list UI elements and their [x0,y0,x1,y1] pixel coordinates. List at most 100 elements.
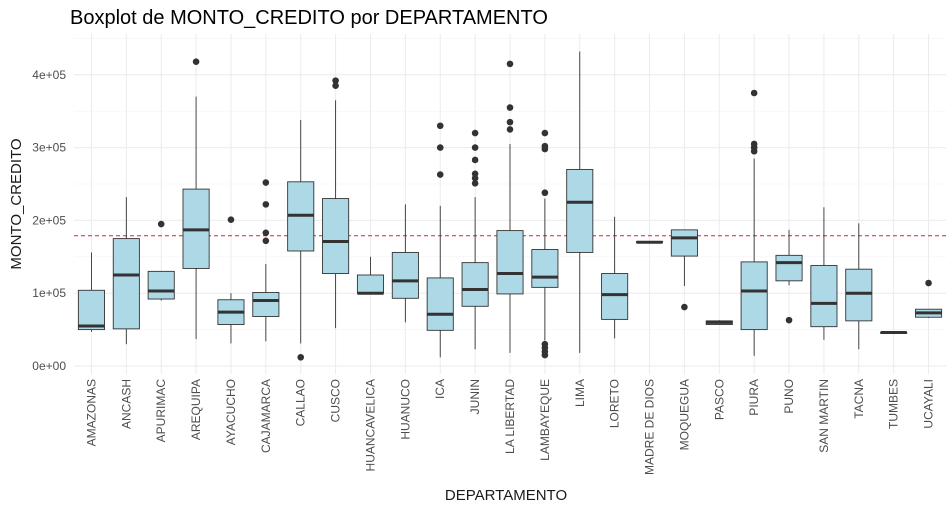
outlier-point [436,122,444,130]
box-san-martin [810,207,838,340]
box-puno [775,229,803,324]
x-tick-label: AYACUCHO [224,379,238,445]
box-piura [740,89,768,356]
box-pasco [705,320,733,325]
box-body [845,268,873,322]
outlier-point [541,129,549,137]
outlier-point [541,340,549,348]
box-body [461,262,489,307]
box-lima [566,51,594,353]
y-tick-label: 1e+05 [32,286,66,300]
outlier-point [262,229,270,237]
box-body [112,238,140,330]
box-callao [287,119,315,361]
y-tick-label: 4e+05 [32,68,66,82]
outlier-point [471,170,479,178]
x-axis-title: DEPARTAMENTO [445,487,567,504]
box-ancash [112,197,140,345]
outlier-point [506,60,514,68]
outlier-point [785,316,793,324]
chart-title: Boxplot de MONTO_CREDITO por DEPARTAMENT… [70,7,548,29]
outlier-point [471,144,479,151]
x-tick-label: CALLAO [294,379,308,426]
box-body [77,289,105,331]
box-body [356,274,385,294]
x-tick-label: HUANUCO [398,379,412,440]
outlier-point [750,89,758,97]
x-tick-label: CAJAMARCA [259,379,273,453]
box-body [252,292,280,317]
outlier-point [506,118,514,126]
x-tick-label: TACNA [852,379,866,419]
box-tacna [845,223,873,350]
box-la-libertad [496,60,524,353]
x-tick-label: PIURA [747,379,761,416]
x-tick-label: PUNO [782,379,796,414]
y-tick-label: 0e+00 [32,359,66,373]
x-tick-label: LAMBAYEQUE [538,379,552,461]
outlier-point [471,179,479,187]
box-body [147,270,175,300]
outlier-point [192,58,200,65]
box-huanuco [391,204,419,323]
box-body [322,198,350,274]
outlier-point [925,279,932,287]
box-body [670,229,698,257]
x-tick-label: LIMA [573,379,587,407]
box-cajamarca [252,179,280,342]
outlier-point [157,220,165,228]
box-body [391,251,419,299]
boxes-group [77,51,943,361]
box-loreto [601,216,629,339]
x-tick-label: ICA [433,379,447,399]
x-tick-label: CUSCO [329,379,343,422]
box-body [601,273,629,320]
outlier-point [262,201,270,208]
box-body [426,277,454,331]
box-junin [461,129,489,350]
x-tick-label: LA LIBERTAD [503,379,517,454]
box-madre-de-dios [635,240,664,244]
x-tick-label: TUMBES [887,379,901,429]
box-lambayeque [531,129,559,359]
x-tick-label: MOQUEGUA [677,379,691,450]
x-tick-label: JUNIN [468,379,482,414]
box-amazonas [77,252,105,332]
outlier-point [471,156,479,164]
box-moquegua [670,229,698,311]
box-tumbes [880,331,908,335]
outlier-point [681,303,688,311]
outlier-point [750,140,758,148]
box-cusco [322,77,350,329]
outlier-point [436,144,444,151]
box-apurimac [147,220,175,301]
box-huancavelica [356,256,385,295]
box-body [566,168,594,253]
box-body [775,254,803,282]
x-tick-label: LORETO [608,379,622,428]
x-tick-label: SAN MARTIN [817,379,831,453]
y-axis-title: MONTO_CREDITO [8,138,25,269]
x-tick-label: UCAYALI [922,379,936,429]
x-tick-label: AMAZONAS [84,379,98,446]
outlier-point [541,189,549,197]
x-tick-label: ANCASH [119,379,133,429]
outlier-point [262,179,270,186]
outlier-point [541,142,549,150]
box-ica [426,122,454,358]
x-tick-label: PASCO [712,379,726,420]
outlier-point [227,216,235,223]
box-body [531,249,559,288]
box-ucayali [915,279,943,318]
box-body [810,265,838,328]
outlier-point [471,129,479,137]
y-tick-label: 3e+05 [32,141,66,155]
x-tick-label: APURIMAC [154,379,168,443]
x-axis-ticks: AMAZONAS ANCASH APURIMAC AREQUIPA AYACUCHO CA… [84,379,935,475]
outlier-point [262,237,270,245]
box-body [496,230,524,295]
outlier-point [436,171,444,178]
box-ayacucho [217,216,245,344]
outlier-point [506,104,514,111]
